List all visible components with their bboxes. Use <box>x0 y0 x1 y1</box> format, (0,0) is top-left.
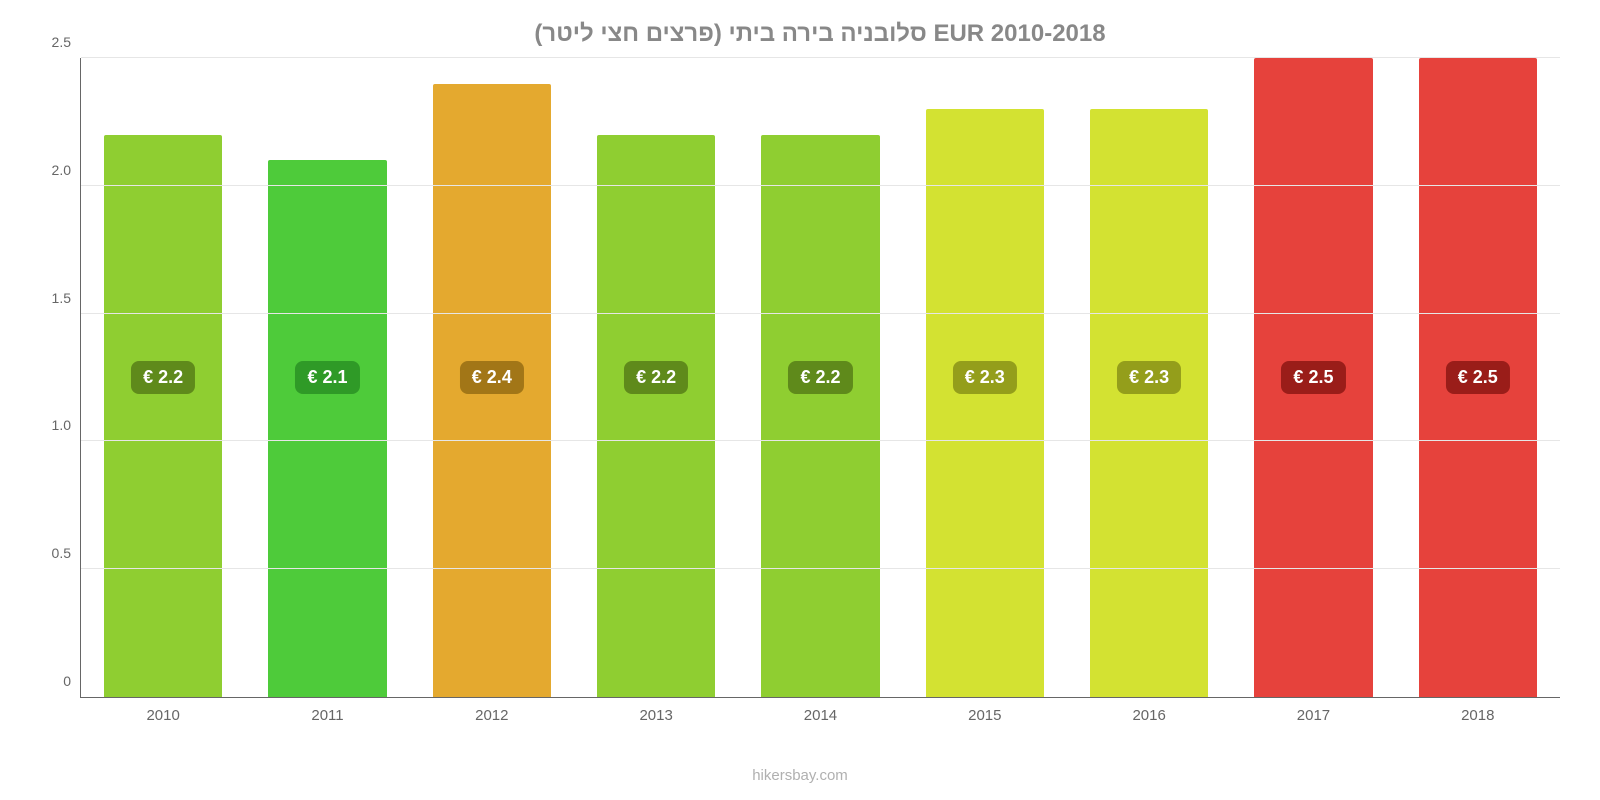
bar-value-badge: € 2.3 <box>953 361 1017 394</box>
y-tick-label: 2.5 <box>52 34 81 50</box>
bar-slot: € 2.2 <box>81 58 245 697</box>
bar: € 2.1 <box>268 160 386 697</box>
bar-value-badge: € 2.2 <box>788 361 852 394</box>
bar-value-badge: € 2.1 <box>295 361 359 394</box>
bar-value-badge: € 2.5 <box>1446 361 1510 394</box>
y-tick-label: 0.5 <box>52 545 81 561</box>
bar: € 2.3 <box>1090 109 1208 697</box>
chart-container: סלובניה בירה ביתי (פרצים חצי ליטר) EUR 2… <box>0 0 1600 800</box>
grid-line <box>81 568 1560 569</box>
bar-slot: € 2.4 <box>410 58 574 697</box>
y-tick-label: 2.0 <box>52 162 81 178</box>
bar-slot: € 2.3 <box>903 58 1067 697</box>
x-tick-label: 2013 <box>574 707 738 724</box>
x-tick-label: 2015 <box>903 707 1067 724</box>
chart-title: סלובניה בירה ביתי (פרצים חצי ליטר) EUR 2… <box>80 20 1560 48</box>
bar-value-badge: € 2.4 <box>460 361 524 394</box>
bar-value-badge: € 2.2 <box>624 361 688 394</box>
grid-line <box>81 185 1560 186</box>
bar: € 2.5 <box>1419 58 1537 697</box>
y-tick-label: 1.0 <box>52 417 81 433</box>
y-tick-label: 1.5 <box>52 290 81 306</box>
bar: € 2.2 <box>761 135 879 697</box>
bar-value-badge: € 2.3 <box>1117 361 1181 394</box>
x-tick-label: 2016 <box>1067 707 1231 724</box>
bar: € 2.4 <box>433 84 551 697</box>
x-tick-label: 2012 <box>410 707 574 724</box>
grid-line <box>81 313 1560 314</box>
grid-line <box>81 57 1560 58</box>
bars-group: € 2.2 € 2.1 € 2.4 € 2.2 € 2.2 € 2.3 € 2.3 € 2.5… <box>81 58 1560 697</box>
x-tick-label: 2014 <box>738 707 902 724</box>
bar-slot: € 2.3 <box>1067 58 1231 697</box>
x-tick-label: 2017 <box>1231 707 1395 724</box>
bar-value-badge: € 2.2 <box>131 361 195 394</box>
x-tick-label: 2018 <box>1396 707 1560 724</box>
bar: € 2.5 <box>1254 58 1372 697</box>
bar: € 2.3 <box>926 109 1044 697</box>
grid-line <box>81 440 1560 441</box>
bar-slot: € 2.2 <box>738 58 902 697</box>
bar: € 2.2 <box>597 135 715 697</box>
x-tick-label: 2011 <box>245 707 409 724</box>
bar-slot: € 2.2 <box>574 58 738 697</box>
bar-slot: € 2.5 <box>1231 58 1395 697</box>
plot-area: € 2.2 € 2.1 € 2.4 € 2.2 € 2.2 € 2.3 € 2.3 € 2.5… <box>80 58 1560 698</box>
y-tick-label: 0 <box>63 673 81 689</box>
bar-slot: € 2.5 <box>1396 58 1560 697</box>
bar-value-badge: € 2.5 <box>1281 361 1345 394</box>
bar-slot: € 2.1 <box>245 58 409 697</box>
x-axis-labels: 201020112012201320142015201620172018 <box>81 697 1560 724</box>
credit-text: hikersbay.com <box>752 767 848 784</box>
bar: € 2.2 <box>104 135 222 697</box>
x-tick-label: 2010 <box>81 707 245 724</box>
